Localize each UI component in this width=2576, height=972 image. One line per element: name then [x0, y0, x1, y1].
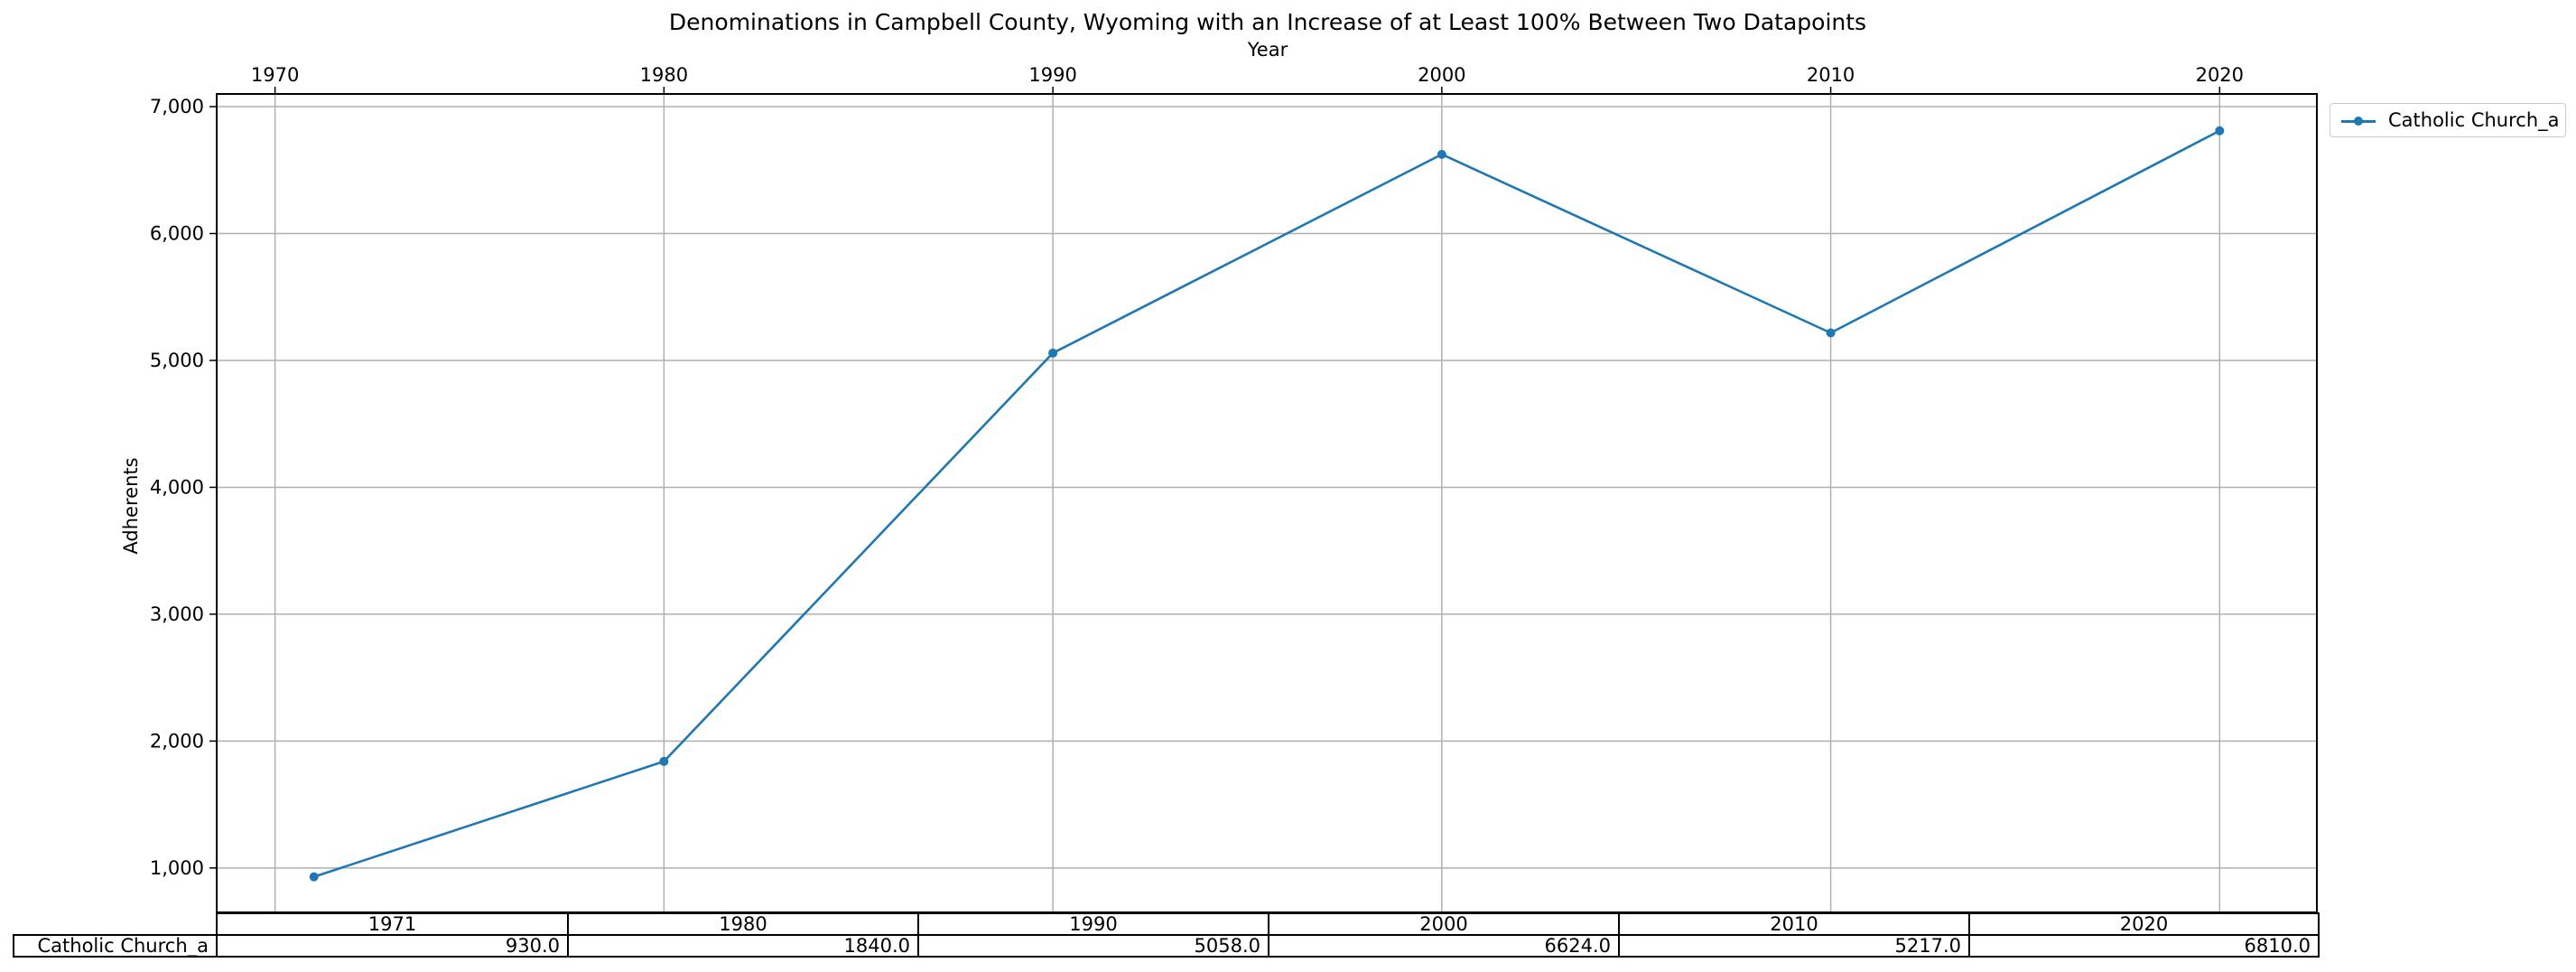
table-cell: 6624.0	[1268, 934, 1620, 958]
table-header-cell: 2010	[1618, 912, 1970, 936]
table-cell: 930.0	[216, 934, 569, 958]
table-header-cell: 1980	[567, 912, 919, 936]
x-tick-label: 2000	[1418, 64, 1465, 86]
y-tick-label: 1,000	[150, 857, 204, 879]
y-tick-label: 4,000	[150, 476, 204, 498]
table-corner	[14, 913, 217, 935]
x-tick-label: 2020	[2196, 64, 2244, 86]
table-cell: 5058.0	[917, 934, 1269, 958]
x-tick-label: 1990	[1028, 64, 1076, 86]
y-axis-label: Adherents	[120, 457, 142, 554]
data-point	[309, 872, 319, 882]
data-point	[1826, 328, 1836, 338]
grid	[217, 94, 2317, 912]
plot-frame	[216, 93, 2318, 913]
series-line	[313, 129, 2220, 878]
x-axis-label: Year	[1247, 39, 1288, 61]
table-cell: 6810.0	[1968, 934, 2320, 958]
data-table: 1971 1980 1990 2000 2010 2020 Catholic C…	[13, 912, 2320, 958]
y-axis-ticks: 1,000 2,000 3,000 4,000 5,000 6,000 7,000	[150, 96, 217, 879]
data-point	[1048, 348, 1058, 358]
x-tick-label: 1980	[640, 64, 688, 86]
table-row: Catholic Church_a 930.0 1840.0 5058.0 66…	[13, 934, 2320, 958]
series-layer	[309, 126, 2225, 882]
table-cell: 1840.0	[567, 934, 919, 958]
x-tick-label: 2010	[1807, 64, 1855, 86]
data-point	[1437, 149, 1446, 159]
table-header-cell: 1990	[917, 912, 1269, 936]
y-tick-label: 7,000	[150, 96, 204, 117]
table-header-cell: 1971	[216, 912, 569, 936]
table-cell: 5217.0	[1618, 934, 1970, 958]
y-tick-label: 5,000	[150, 350, 204, 371]
chart-title: Denominations in Campbell County, Wyomin…	[669, 9, 1866, 35]
table-header-cell: 2000	[1268, 912, 1620, 936]
data-point	[2215, 126, 2225, 136]
x-tick-label: 1970	[251, 64, 299, 86]
legend-label: Catholic Church_a	[2388, 109, 2560, 131]
legend-dot-marker	[2354, 117, 2363, 126]
table-row-label: Catholic Church_a	[13, 934, 218, 958]
y-tick-label: 3,000	[150, 603, 204, 625]
legend: Catholic Church_a	[2330, 103, 2566, 137]
table-header-row: 1971 1980 1990 2000 2010 2020	[14, 912, 2320, 936]
x-axis-ticks: 1970 1980 1990 2000 2010 2020	[251, 64, 2244, 94]
table-header-cell: 2020	[1968, 912, 2320, 936]
y-tick-label: 2,000	[150, 730, 204, 752]
y-tick-label: 6,000	[150, 223, 204, 245]
data-point	[659, 756, 669, 766]
